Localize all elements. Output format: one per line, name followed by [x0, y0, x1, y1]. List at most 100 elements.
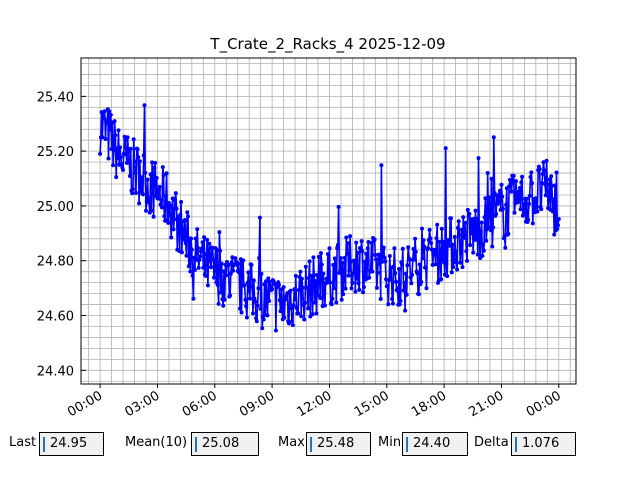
data-point [461, 215, 466, 220]
data-point [328, 280, 333, 285]
data-point [200, 240, 205, 245]
min-label: Min [378, 435, 402, 450]
data-point [310, 312, 315, 317]
data-point [379, 163, 384, 168]
data-point [270, 287, 275, 291]
data-point [511, 173, 516, 178]
data-point [455, 225, 460, 230]
data-point [216, 301, 221, 306]
data-point [530, 181, 534, 186]
data-point [463, 220, 468, 225]
data-point [358, 246, 362, 250]
data-point [152, 165, 157, 170]
data-point [362, 259, 367, 264]
data-point [526, 217, 531, 222]
data-point [206, 248, 211, 253]
data-point [327, 246, 332, 251]
field-cursor [310, 437, 312, 452]
data-point [377, 261, 382, 266]
data-point [319, 262, 324, 267]
data-point [252, 296, 257, 301]
data-point [349, 286, 354, 291]
y-tick-label: 24.80 [37, 255, 74, 270]
data-point [127, 157, 132, 162]
data-point [139, 175, 144, 180]
data-point [169, 235, 174, 240]
plot-frame [80, 57, 577, 385]
data-point [244, 315, 249, 320]
field-cursor [515, 437, 517, 452]
data-point [231, 268, 236, 273]
data-point [179, 200, 184, 204]
x-tick-label: 18:00 [409, 388, 449, 420]
data-point [264, 279, 268, 284]
data-point [497, 188, 502, 193]
data-point [156, 196, 161, 201]
data-point [258, 306, 263, 311]
data-point [333, 264, 338, 269]
data-point [239, 310, 244, 315]
data-point [311, 255, 316, 260]
data-point [473, 208, 478, 213]
data-point [456, 219, 461, 224]
data-point [116, 128, 121, 133]
data-point [244, 304, 249, 309]
data-point [491, 135, 496, 140]
data-point [217, 230, 222, 235]
data-point [192, 267, 197, 272]
data-point [438, 255, 443, 260]
data-point [299, 314, 304, 319]
y-tick-label: 24.40 [37, 364, 74, 379]
data-point [136, 155, 141, 160]
data-point [190, 273, 195, 278]
data-point [215, 283, 220, 287]
data-point [413, 236, 418, 241]
data-point [528, 175, 533, 179]
data-point [541, 160, 546, 165]
data-point [483, 196, 488, 201]
data-point [517, 199, 521, 204]
data-point [173, 191, 178, 196]
data-point [201, 265, 206, 270]
data-point [266, 276, 271, 281]
min-value-field: 24.40 [402, 432, 468, 456]
data-point [384, 277, 388, 282]
data-point [194, 257, 199, 262]
data-point [164, 171, 169, 176]
data-point [433, 262, 438, 267]
data-point [397, 267, 401, 271]
data-point [469, 231, 474, 236]
data-point [445, 274, 450, 279]
data-point [173, 198, 177, 203]
y-tick-label: 25.00 [37, 200, 74, 215]
data-point [273, 328, 278, 333]
data-point [307, 259, 312, 264]
data-point [518, 207, 523, 212]
max-value-field: 25.48 [306, 432, 371, 456]
data-point [222, 269, 226, 274]
data-point [123, 138, 128, 142]
data-point [251, 278, 256, 283]
data-point [543, 193, 548, 198]
data-point [402, 280, 407, 285]
data-point [453, 250, 458, 254]
data-point [290, 323, 295, 328]
data-point [112, 119, 117, 124]
data-point [292, 287, 297, 292]
y-tick-label: 24.60 [37, 310, 74, 325]
min-value: 24.40 [413, 436, 451, 451]
x-tick-label: 15:00 [352, 388, 392, 420]
data-point [499, 182, 504, 187]
data-point [254, 319, 259, 324]
data-point [267, 299, 272, 303]
data-point [114, 146, 119, 151]
data-point [504, 202, 509, 207]
data-point [108, 112, 113, 117]
data-point [446, 238, 451, 243]
data-point [186, 214, 190, 219]
data-point [382, 255, 387, 260]
data-point [186, 264, 191, 269]
data-point [416, 292, 421, 297]
data-point [423, 265, 428, 270]
data-point [335, 246, 340, 250]
